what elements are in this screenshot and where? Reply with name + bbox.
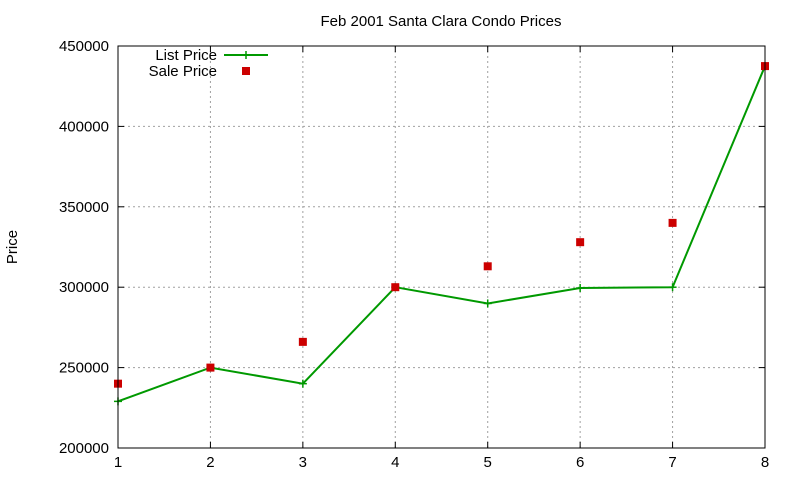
y-tick-label: 250000 [59,360,109,377]
x-tick-label: 5 [484,454,492,471]
x-tick-label: 3 [299,454,307,471]
chart-title: Feb 2001 Santa Clara Condo Prices [321,13,562,30]
list-price-point [483,299,492,308]
legend-label: List Price [155,47,217,64]
plot-frame [117,45,766,449]
sale-price-point [206,363,215,372]
y-tick-label: 300000 [59,279,109,296]
sale-price-point [668,218,677,227]
legend-label: Sale Price [149,63,217,80]
x-tick-label: 8 [761,454,769,471]
sale-price-point [483,262,492,271]
sale-price-point [298,337,307,346]
x-tick-label: 7 [668,454,676,471]
y-tick-label: 200000 [59,440,109,457]
x-tick-label: 2 [206,454,214,471]
list-price-point [668,283,677,292]
series-layer [114,62,769,406]
x-tick-label: 1 [114,454,122,471]
x-tick-label: 6 [576,454,584,471]
list-price-point [576,284,585,293]
legend-square-marker [242,67,250,75]
list-price-line [117,65,766,403]
grid-layer [118,46,765,448]
x-tick-label: 4 [391,454,399,471]
sale-price-point [576,238,585,247]
y-tick-label: 400000 [59,118,109,135]
y-axis-label: Price [4,230,21,264]
y-tick-label: 350000 [59,199,109,216]
list-price-point [298,379,307,388]
sale-price-point [391,283,400,292]
y-tick-label: 450000 [59,38,109,55]
legend-plus-marker [242,51,250,59]
tick-layer: 1 2 3 4 5 6 7 8 200000 250000 300000 350000 400000 45… [59,38,769,471]
